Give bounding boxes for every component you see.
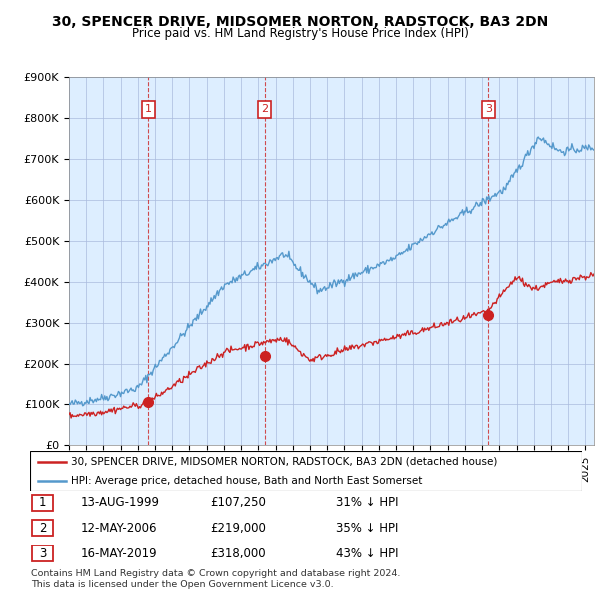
Text: 2: 2 xyxy=(39,522,46,535)
Text: 1: 1 xyxy=(145,104,152,114)
Text: 3: 3 xyxy=(39,547,46,560)
Text: 1: 1 xyxy=(39,496,46,509)
Text: £219,000: £219,000 xyxy=(210,522,266,535)
Text: 31% ↓ HPI: 31% ↓ HPI xyxy=(336,496,398,509)
Text: 3: 3 xyxy=(485,104,492,114)
Text: 43% ↓ HPI: 43% ↓ HPI xyxy=(336,547,398,560)
Text: Price paid vs. HM Land Registry's House Price Index (HPI): Price paid vs. HM Land Registry's House … xyxy=(131,27,469,40)
Text: £318,000: £318,000 xyxy=(210,547,266,560)
Text: 30, SPENCER DRIVE, MIDSOMER NORTON, RADSTOCK, BA3 2DN (detached house): 30, SPENCER DRIVE, MIDSOMER NORTON, RADS… xyxy=(71,457,498,467)
Text: 12-MAY-2006: 12-MAY-2006 xyxy=(81,522,157,535)
Text: 16-MAY-2019: 16-MAY-2019 xyxy=(81,547,158,560)
Text: 2: 2 xyxy=(261,104,268,114)
Text: 35% ↓ HPI: 35% ↓ HPI xyxy=(336,522,398,535)
Text: HPI: Average price, detached house, Bath and North East Somerset: HPI: Average price, detached house, Bath… xyxy=(71,476,423,486)
Text: 13-AUG-1999: 13-AUG-1999 xyxy=(81,496,160,509)
Text: £107,250: £107,250 xyxy=(210,496,266,509)
Text: Contains HM Land Registry data © Crown copyright and database right 2024.
This d: Contains HM Land Registry data © Crown c… xyxy=(31,569,401,589)
Text: 30, SPENCER DRIVE, MIDSOMER NORTON, RADSTOCK, BA3 2DN: 30, SPENCER DRIVE, MIDSOMER NORTON, RADS… xyxy=(52,15,548,29)
